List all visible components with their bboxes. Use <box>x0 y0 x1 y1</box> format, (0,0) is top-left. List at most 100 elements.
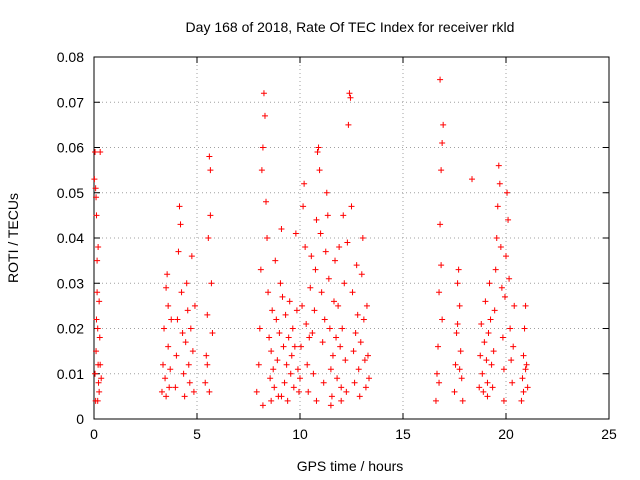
data-point <box>506 275 513 282</box>
data-point <box>299 302 306 309</box>
data-point <box>353 262 360 269</box>
data-point <box>283 361 290 368</box>
data-point <box>483 357 490 364</box>
data-point <box>348 203 355 210</box>
y-tick-label: 0.04 <box>57 230 84 246</box>
data-point <box>336 244 343 251</box>
data-point <box>298 343 305 350</box>
data-point <box>257 266 264 273</box>
data-point <box>161 325 168 332</box>
data-point <box>476 384 483 391</box>
data-point <box>94 325 101 332</box>
data-point <box>190 388 197 395</box>
y-axis-label: ROTI / TECUs <box>5 193 21 283</box>
data-point <box>436 379 443 386</box>
data-point <box>351 379 358 386</box>
data-point <box>96 334 103 341</box>
data-point <box>93 316 100 323</box>
data-point <box>185 361 192 368</box>
data-point <box>503 253 509 260</box>
data-point <box>338 384 345 391</box>
data-point <box>523 361 530 368</box>
data-point <box>510 343 517 350</box>
data-point <box>286 298 293 305</box>
data-point <box>477 352 484 359</box>
data-point <box>308 253 315 260</box>
data-point <box>338 397 345 404</box>
data-point <box>208 280 215 287</box>
x-axis-label: GPS time / hours <box>297 458 404 474</box>
data-point <box>295 388 302 395</box>
data-point <box>273 316 280 323</box>
data-point <box>437 221 444 228</box>
data-point <box>485 330 492 337</box>
data-point <box>310 370 317 377</box>
data-point <box>507 325 514 332</box>
x-tick-label: 10 <box>292 426 308 442</box>
data-point <box>484 379 491 386</box>
data-point <box>329 352 336 359</box>
data-point <box>325 275 332 282</box>
data-point <box>323 189 330 196</box>
data-point <box>486 280 493 287</box>
data-point <box>320 379 327 386</box>
data-point <box>352 330 359 337</box>
data-point <box>179 330 186 337</box>
chart-title: Day 168 of 2018, Rate Of TEC Index for r… <box>186 19 515 35</box>
data-point <box>304 361 311 368</box>
data-point <box>94 397 101 404</box>
data-point <box>268 348 275 355</box>
data-point <box>168 316 175 323</box>
data-point <box>332 257 339 264</box>
data-point <box>519 375 526 382</box>
data-point <box>319 339 326 346</box>
data-point <box>206 153 213 160</box>
data-point <box>342 357 349 364</box>
data-point <box>253 388 260 395</box>
data-point <box>316 167 323 174</box>
data-point <box>333 334 340 341</box>
data-point <box>321 316 328 323</box>
x-tick-label: 25 <box>601 426 617 442</box>
data-point <box>265 289 272 296</box>
data-points <box>91 76 531 409</box>
data-point <box>289 325 296 332</box>
data-point <box>501 293 508 300</box>
data-point <box>504 189 511 196</box>
data-point <box>97 361 104 368</box>
data-point <box>279 293 286 300</box>
data-point <box>260 90 267 97</box>
data-point <box>277 280 284 287</box>
data-point <box>363 302 370 309</box>
data-point <box>259 144 266 151</box>
data-point <box>437 76 444 83</box>
data-point <box>274 357 281 364</box>
data-point <box>188 253 195 260</box>
data-point <box>491 307 498 314</box>
data-point <box>357 339 364 346</box>
data-point <box>182 339 189 346</box>
data-point <box>481 339 488 346</box>
data-point <box>178 289 185 296</box>
data-point <box>205 235 212 241</box>
data-point <box>493 235 500 241</box>
data-point <box>324 212 331 219</box>
data-point <box>177 221 184 228</box>
data-point <box>521 325 528 332</box>
plot-frame <box>93 56 610 420</box>
data-point <box>451 388 458 395</box>
data-point <box>479 370 486 377</box>
data-point <box>94 289 101 296</box>
data-point <box>362 384 369 391</box>
data-point <box>438 262 445 269</box>
data-point <box>522 302 529 309</box>
data-point <box>457 348 464 355</box>
y-tick-label: 0 <box>76 411 84 427</box>
y-tick-label: 0.03 <box>57 275 84 291</box>
y-tick-label: 0.05 <box>57 185 84 201</box>
data-point <box>187 325 194 332</box>
data-point <box>165 343 172 350</box>
data-point <box>95 379 102 386</box>
data-point <box>436 289 443 296</box>
data-point <box>294 366 301 373</box>
